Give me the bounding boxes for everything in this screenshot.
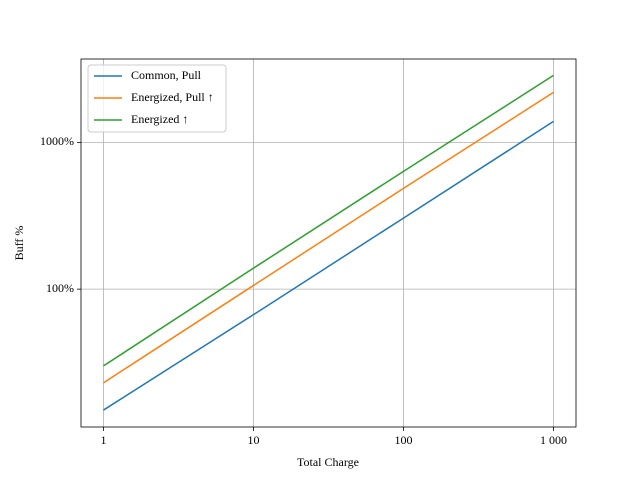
y-tick-label: 1000%: [40, 134, 74, 148]
legend-label: Common, Pull: [131, 68, 202, 82]
legend-box: [87, 64, 227, 133]
legend-label: Energized, Pull ↑: [131, 90, 214, 104]
series-line: [103, 91, 554, 384]
x-tick-label: 10: [247, 433, 259, 447]
series-line: [103, 120, 554, 411]
y-tick-label: 100%: [46, 281, 74, 295]
x-tick-label: 1: [100, 433, 106, 447]
legend: Common, Pull Energized, Pull ↑ Energized ↑: [87, 64, 227, 133]
x-axis-label: Total Charge: [297, 455, 359, 469]
x-tick-label: 100: [394, 433, 412, 447]
y-axis-label: Buff %: [12, 226, 26, 261]
plot-frame: [80, 58, 577, 428]
series-line: [103, 74, 554, 367]
legend-label: Energized ↑: [131, 112, 188, 126]
x-tick-label: 1 000: [540, 433, 567, 447]
